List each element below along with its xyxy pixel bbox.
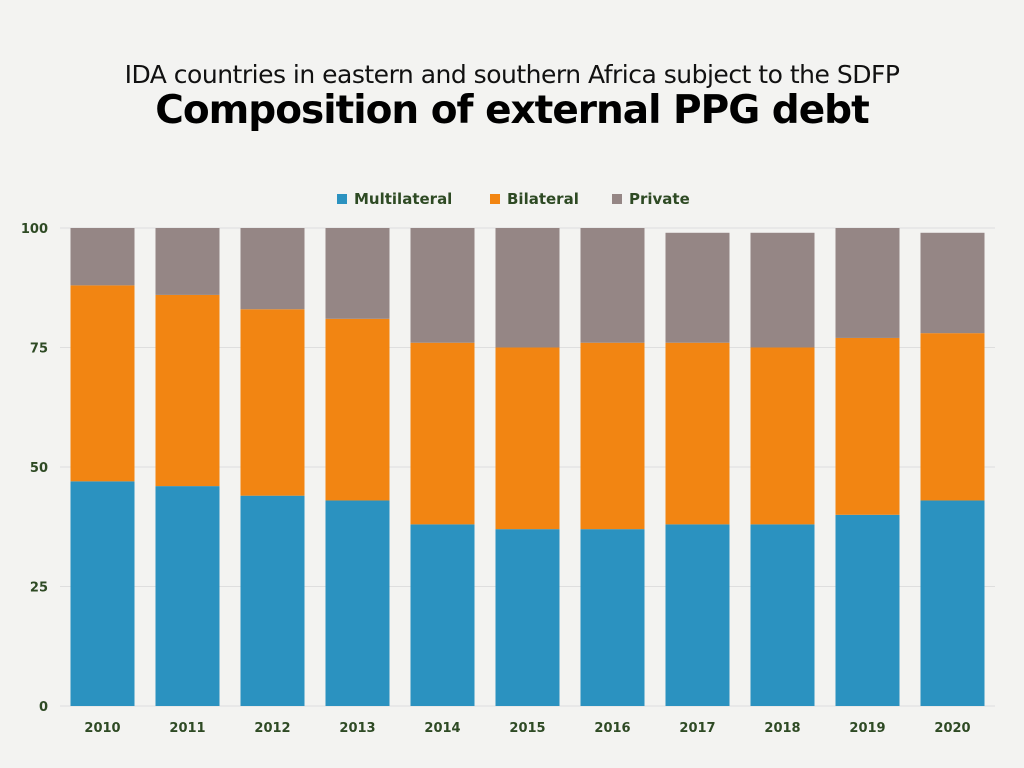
bar-bilateral-2010 (70, 285, 135, 482)
bar-bilateral-2017 (665, 342, 730, 525)
bar-stack-2019 (835, 228, 900, 706)
x-tick-label: 2020 (934, 721, 970, 736)
bar-private-2020 (920, 232, 985, 334)
bar-stack-2017 (665, 232, 730, 706)
x-axis: 2010 2011 2012 2013 2014 2015 2016 2017 2018 2019… (84, 721, 970, 736)
x-tick-label: 2017 (679, 721, 715, 736)
y-tick-label: 100 (21, 222, 48, 237)
bar-private-2013 (325, 228, 390, 319)
bar-bilateral-2014 (410, 342, 475, 525)
y-tick-label: 75 (30, 342, 48, 357)
bar-stack-2010 (70, 228, 135, 706)
y-tick-label: 50 (30, 461, 48, 476)
bar-stack-2018 (750, 232, 815, 706)
bar-multilateral-2012 (240, 495, 305, 706)
bar-multilateral-2010 (70, 481, 135, 706)
bar-multilateral-2020 (920, 500, 985, 706)
legend-label-bilateral: Bilateral (507, 190, 579, 208)
bar-multilateral-2013 (325, 500, 390, 706)
bar-multilateral-2018 (750, 524, 815, 706)
bar-stack-2015 (495, 228, 560, 706)
legend-label-multilateral: Multilateral (354, 190, 452, 208)
bar-multilateral-2011 (155, 486, 220, 706)
bar-private-2012 (240, 228, 305, 310)
x-tick-label: 2013 (339, 721, 375, 736)
bar-private-2010 (70, 228, 135, 286)
bar-bilateral-2018 (750, 347, 815, 525)
bar-stack-2011 (155, 228, 220, 706)
bar-multilateral-2019 (835, 514, 900, 706)
chart-subtitle: IDA countries in eastern and southern Af… (124, 60, 900, 89)
bar-bilateral-2019 (835, 337, 900, 515)
bar-bilateral-2011 (155, 294, 220, 487)
legend: Multilateral Bilateral Private (337, 190, 690, 208)
bar-bilateral-2020 (920, 333, 985, 501)
bar-private-2015 (495, 228, 560, 348)
bar-multilateral-2017 (665, 524, 730, 706)
x-tick-label: 2019 (849, 721, 885, 736)
bar-private-2018 (750, 232, 815, 348)
bar-multilateral-2014 (410, 524, 475, 706)
y-axis: 0 25 50 75 100 (21, 222, 48, 715)
bar-private-2016 (580, 228, 645, 343)
bar-stack-2014 (410, 228, 475, 706)
legend-swatch-private (612, 194, 622, 204)
legend-label-private: Private (629, 190, 690, 208)
legend-swatch-bilateral (490, 194, 500, 204)
legend-swatch-multilateral (337, 194, 347, 204)
bar-multilateral-2015 (495, 529, 560, 706)
bar-private-2014 (410, 228, 475, 343)
bars (70, 228, 985, 706)
bar-bilateral-2013 (325, 318, 390, 501)
x-tick-label: 2012 (254, 721, 290, 736)
bar-stack-2020 (920, 232, 985, 706)
bar-multilateral-2016 (580, 529, 645, 706)
x-tick-label: 2010 (84, 721, 120, 736)
x-tick-label: 2011 (169, 721, 205, 736)
bar-private-2019 (835, 228, 900, 338)
bar-stack-2013 (325, 228, 390, 706)
x-tick-label: 2014 (424, 721, 460, 736)
x-tick-label: 2016 (594, 721, 630, 736)
chart-title: Composition of external PPG debt (155, 88, 869, 133)
bar-bilateral-2012 (240, 309, 305, 496)
bar-bilateral-2016 (580, 342, 645, 530)
x-tick-label: 2018 (764, 721, 800, 736)
bar-private-2017 (665, 232, 730, 343)
bar-bilateral-2015 (495, 347, 560, 530)
y-tick-label: 25 (30, 581, 48, 596)
bar-stack-2016 (580, 228, 645, 706)
y-tick-label: 0 (39, 700, 48, 715)
bar-private-2011 (155, 228, 220, 295)
bar-stack-2012 (240, 228, 305, 706)
x-tick-label: 2015 (509, 721, 545, 736)
